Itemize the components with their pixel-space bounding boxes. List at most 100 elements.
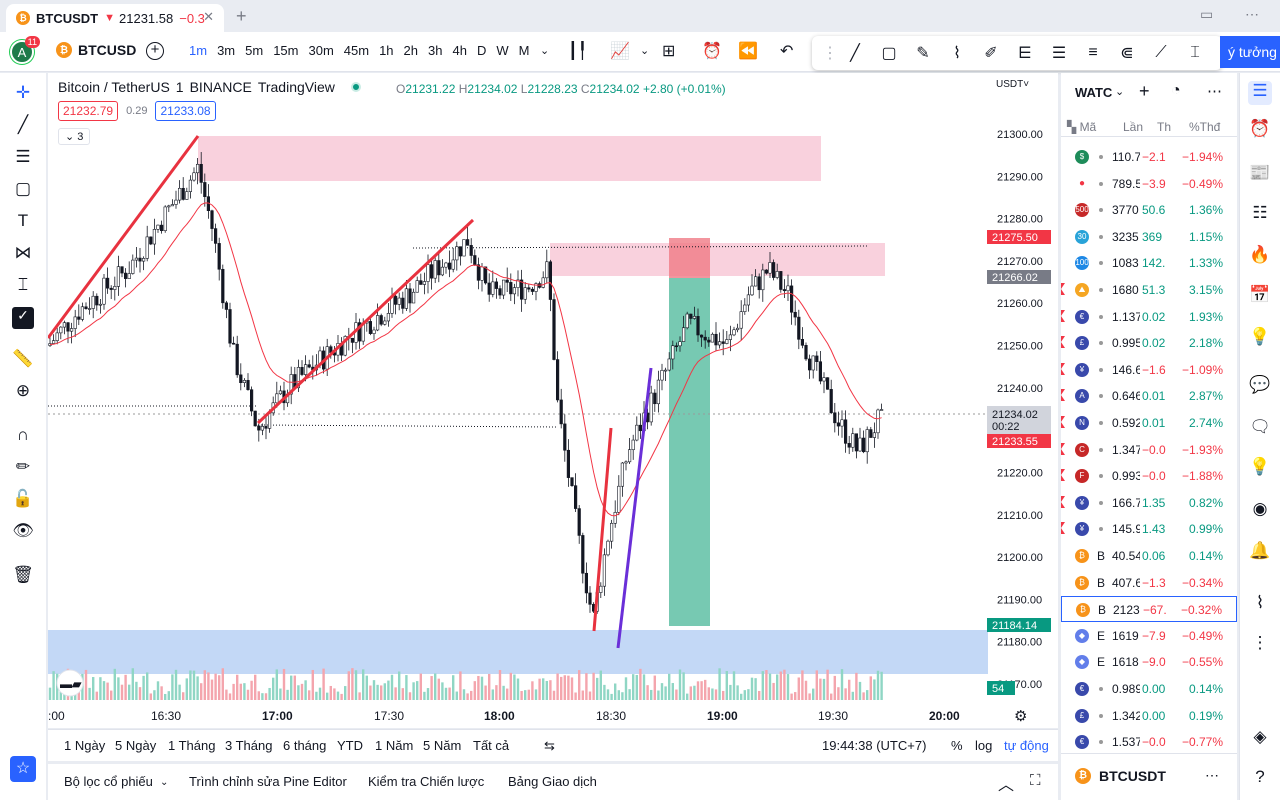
long-position-icon[interactable]: ⌶	[17, 275, 29, 294]
layers-icon[interactable]: ◈	[1253, 727, 1267, 746]
eye-icon[interactable]: 👁	[12, 521, 34, 540]
watchlist-row[interactable]: €1.537 −0.0 −0.77%	[1061, 729, 1237, 755]
watchlist-row[interactable]: 30 3235 369 1.15%	[1061, 224, 1237, 250]
highlighter-icon[interactable]: ✐	[984, 45, 998, 62]
layouts-icon[interactable]: ⊞	[662, 43, 676, 60]
watchlist-row[interactable]: €1.137 0.02 1.93%	[1061, 304, 1237, 330]
interval-2h[interactable]: 2h	[403, 43, 419, 58]
column-symbol[interactable]: ▚ Mã	[1067, 120, 1097, 134]
brush-icon[interactable]: ✎	[916, 45, 930, 62]
rectangle-icon[interactable]: ▢	[14, 179, 32, 198]
layout-icon[interactable]: ▭	[1200, 6, 1214, 22]
trash-icon[interactable]: 🗑	[12, 565, 34, 584]
chevron-down-icon[interactable]: ⌄	[540, 45, 550, 57]
range-8[interactable]: Tất cả	[473, 738, 510, 753]
zoom-in-icon[interactable]: ⊕	[15, 381, 31, 400]
streams-icon[interactable]: 💡	[1249, 457, 1271, 476]
notifications-icon[interactable]: 🔔	[1249, 541, 1271, 560]
range-7[interactable]: 5 Năm	[423, 738, 462, 753]
dom-icon[interactable]: ⋮	[1251, 633, 1269, 652]
add-list-icon[interactable]: ☷	[1252, 203, 1268, 222]
column-pct[interactable]: %Thđ	[1189, 120, 1221, 134]
parallel-channel-icon[interactable]: ≡	[1088, 44, 1098, 61]
watchlist-row[interactable]: 500 3770 50.6 1.36%	[1061, 197, 1237, 223]
range-6[interactable]: 1 Năm	[375, 738, 414, 753]
watchlist-row[interactable]: C 1.347 −0.0 −1.93%	[1061, 437, 1237, 463]
interval-3m[interactable]: 3m	[217, 43, 236, 58]
ideas-button[interactable]: ý tưởng	[1220, 36, 1280, 68]
watchlist-row[interactable]: £1.342 0.00 0.19%	[1061, 703, 1237, 729]
chevron-down-icon[interactable]: ⌄	[1115, 86, 1125, 98]
collapse-panel-icon[interactable]: ︿	[998, 777, 1015, 794]
add-symbol-icon[interactable]: +	[1139, 81, 1150, 101]
symbol-search-button[interactable]: ₿ BTCUSD	[56, 42, 136, 58]
range-0[interactable]: 1 Ngày	[64, 738, 106, 753]
price-chart[interactable]: 21300.00 21290.00 21280.00 21270.00 21260.00…	[48, 73, 1058, 728]
range-2[interactable]: 1 Tháng	[168, 738, 216, 753]
watchlist-row[interactable]: F 0.993 −0.0 −1.88%	[1061, 463, 1237, 489]
more-options-icon[interactable]: ⋯	[1205, 767, 1219, 783]
chart-area[interactable]: 21300.00 21290.00 21280.00 21270.00 21260.00…	[48, 73, 1058, 728]
checkbox-icon[interactable]: ✓	[12, 307, 34, 329]
settings-gear-icon[interactable]: ⚙	[1014, 708, 1027, 725]
hotlist-icon[interactable]: 🔥	[1249, 245, 1271, 264]
price-range-icon[interactable]: ⌶	[1190, 44, 1200, 61]
watchlist-row[interactable]: ◆ E 1619 −7.9 −0.49%	[1061, 623, 1237, 649]
watchlist-row[interactable]: $110.7 −2.1 −1.94%	[1061, 144, 1237, 170]
fib-icon[interactable]: ☰	[1051, 45, 1067, 62]
watchlist-row[interactable]: ₿ B 40.54 0.06 0.14%	[1061, 543, 1237, 569]
watchlist-row[interactable]: ¥146.6 −1.6 −1.09%	[1061, 357, 1237, 383]
ray-icon[interactable]: ⟋	[1155, 44, 1167, 61]
interval-5m[interactable]: 5m	[245, 43, 264, 58]
path-icon[interactable]: ⌇	[953, 45, 961, 62]
text-icon[interactable]: T	[17, 211, 29, 230]
tab-stock-screener[interactable]: Bộ lọc cổ phiếu	[64, 774, 153, 789]
interval-m[interactable]: M	[518, 43, 530, 58]
interval-30m[interactable]: 30m	[308, 43, 334, 58]
watchlist-row[interactable]: ₿ B 2123 −67. −0.32%	[1061, 596, 1237, 623]
watchlist-row[interactable]: ◆ E 1618 −9.0 −0.55%	[1061, 649, 1237, 675]
drag-handle-icon[interactable]: ⋮	[822, 45, 838, 62]
tab-strategy-tester[interactable]: Kiểm tra Chiến lược	[368, 774, 485, 789]
watchlist-row[interactable]: ¥166.7 1.35 0.82%	[1061, 490, 1237, 516]
watchlist-row[interactable]: ● 789.5 −3.9 −0.49%	[1061, 171, 1237, 197]
interval-4h[interactable]: 4h	[452, 43, 467, 58]
user-avatar[interactable]: A 11	[10, 36, 40, 64]
interval-15m[interactable]: 15m	[273, 43, 299, 58]
lock-drawing-icon[interactable]: ✏	[15, 457, 31, 476]
candles-icon[interactable]: ┃╿	[568, 43, 588, 60]
magnet-icon[interactable]: ∩	[16, 425, 30, 444]
column-change[interactable]: Th	[1157, 120, 1172, 134]
trend-line-icon[interactable]: ╱	[17, 115, 29, 134]
lock-icon[interactable]: 🔓	[12, 489, 34, 508]
crosshair-icon[interactable]: ✛	[15, 83, 31, 102]
range-1[interactable]: 5 Ngày	[115, 738, 157, 753]
watchlist-icon[interactable]: ☰	[1248, 81, 1272, 105]
ruler-icon[interactable]: 📏	[12, 349, 34, 368]
watchlist-row[interactable]: £0.995 0.02 2.18%	[1061, 330, 1237, 356]
clock-label[interactable]: 19:44:38 (UTC+7)	[822, 738, 927, 753]
ideas-bulb-icon[interactable]: 💡	[1249, 327, 1271, 346]
gann-icon[interactable]: ⋐	[1120, 45, 1134, 62]
interval-3h[interactable]: 3h	[428, 43, 443, 58]
replay-icon[interactable]: ⏪	[738, 43, 758, 60]
undo-icon[interactable]: ↶	[780, 43, 794, 60]
watchlist-row[interactable]: ¥145.9 1.43 0.99%	[1061, 516, 1237, 542]
chevron-down-icon[interactable]: ⌄	[160, 777, 169, 788]
tab-trading-panel[interactable]: Bảng Giao dịch	[508, 774, 597, 789]
browser-tab[interactable]: ₿ BTCUSDT ▼ 21231.58 −0.3 ✕	[6, 4, 224, 32]
footer-symbol[interactable]: BTCUSDT	[1099, 768, 1166, 784]
buy-button[interactable]: 21233.08	[155, 101, 216, 121]
sell-button[interactable]: 21232.79	[58, 101, 119, 121]
favorites-star-icon[interactable]: ☆	[10, 756, 36, 782]
trading-panel-icon[interactable]: ⌇	[1255, 593, 1265, 612]
pattern-icon[interactable]: ⋈	[14, 243, 32, 262]
chat-icon[interactable]: 💬	[1249, 375, 1271, 394]
alert-icon[interactable]: ⏰	[702, 43, 722, 60]
watchlist-row[interactable]: ₿ B 407.6 −1.3 −0.34%	[1061, 570, 1237, 596]
fib-retracement-icon[interactable]: ☰	[15, 147, 31, 166]
indicators-icon[interactable]: 📈	[610, 43, 630, 60]
interval-1m[interactable]: 1m	[189, 43, 208, 58]
range-4[interactable]: 6 tháng	[283, 738, 327, 753]
trend-line-icon[interactable]: ╱	[850, 45, 860, 62]
